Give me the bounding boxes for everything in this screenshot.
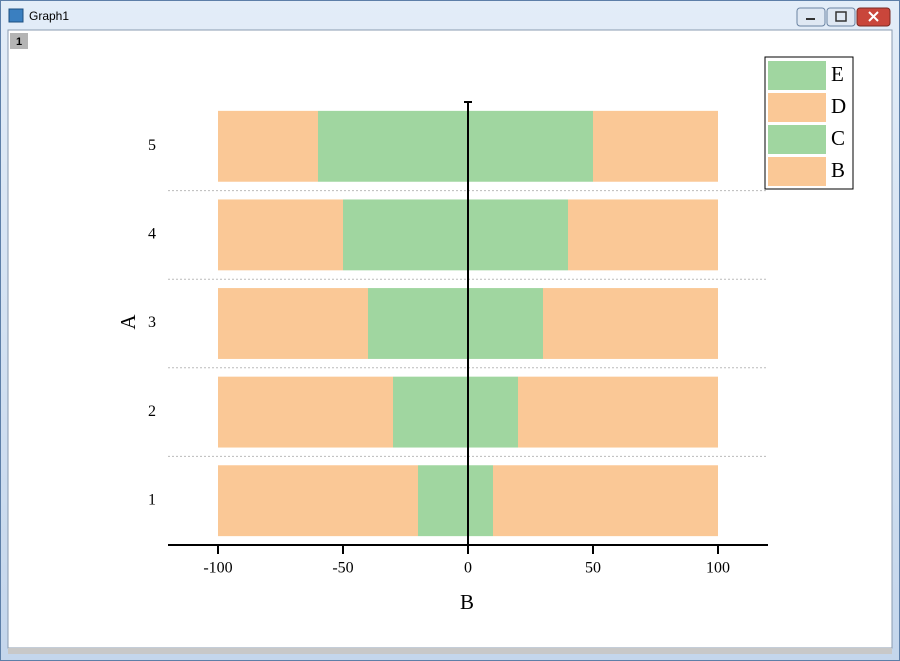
- close-icon: [868, 11, 879, 22]
- layer-tab-label: 1: [16, 36, 22, 48]
- legend-swatch: [768, 61, 826, 90]
- x-tick-label: 100: [706, 560, 730, 577]
- bar: [593, 110, 718, 182]
- legend-label: E: [831, 62, 844, 86]
- legend-label: D: [831, 94, 846, 118]
- x-axis-title: B: [460, 590, 474, 614]
- bar: [468, 376, 518, 448]
- window-icon: [8, 8, 24, 23]
- bar: [393, 376, 468, 448]
- legend-swatch: [768, 157, 826, 186]
- y-tick-label: 5: [148, 137, 156, 154]
- bar: [343, 199, 468, 271]
- bar: [418, 465, 468, 537]
- maximize-icon: [835, 11, 847, 22]
- bar: [218, 465, 418, 537]
- scrollbar: [8, 648, 892, 654]
- bar: [218, 199, 343, 271]
- bar: [543, 288, 718, 359]
- maximize-button[interactable]: [826, 7, 856, 27]
- bar: [468, 465, 493, 537]
- window-title: Graph1: [29, 9, 69, 23]
- minimize-button[interactable]: [796, 7, 826, 27]
- bar: [218, 376, 393, 448]
- x-tick-label: -50: [332, 560, 353, 577]
- bar: [468, 110, 593, 182]
- y-axis-title: A: [116, 314, 140, 330]
- bar: [568, 199, 718, 271]
- y-tick-label: 2: [148, 403, 156, 420]
- legend-swatch: [768, 125, 826, 154]
- bar: [218, 110, 318, 182]
- x-tick-label: 0: [464, 560, 472, 577]
- bar: [218, 288, 368, 359]
- bar: [318, 110, 468, 182]
- y-tick-label: 1: [148, 491, 156, 508]
- legend-label: B: [831, 158, 845, 182]
- bar: [518, 376, 718, 448]
- legend-swatch: [768, 93, 826, 122]
- y-tick-label: 3: [148, 314, 156, 331]
- bar: [468, 288, 543, 359]
- layer-tab[interactable]: [10, 33, 28, 49]
- bar: [493, 465, 718, 537]
- minimize-icon: [806, 18, 815, 20]
- legend-label: C: [831, 126, 845, 150]
- x-tick-label: -100: [203, 560, 232, 577]
- bar: [468, 199, 568, 271]
- bar: [368, 288, 468, 359]
- x-tick-label: 50: [585, 560, 601, 577]
- y-tick-label: 4: [148, 226, 156, 243]
